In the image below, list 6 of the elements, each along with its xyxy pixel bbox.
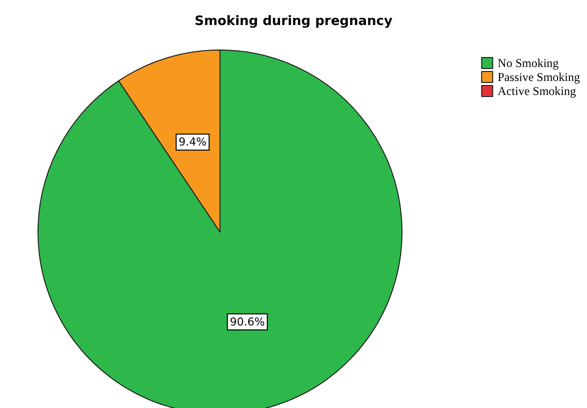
legend-label: Passive Smoking	[498, 70, 580, 84]
data-label: 90.6%	[230, 315, 265, 328]
legend-label: No Smoking	[498, 56, 559, 70]
legend-label: Active Smoking	[498, 84, 576, 98]
chart-title: Smoking during pregnancy	[194, 14, 393, 29]
data-label: 9.4%	[178, 136, 207, 149]
